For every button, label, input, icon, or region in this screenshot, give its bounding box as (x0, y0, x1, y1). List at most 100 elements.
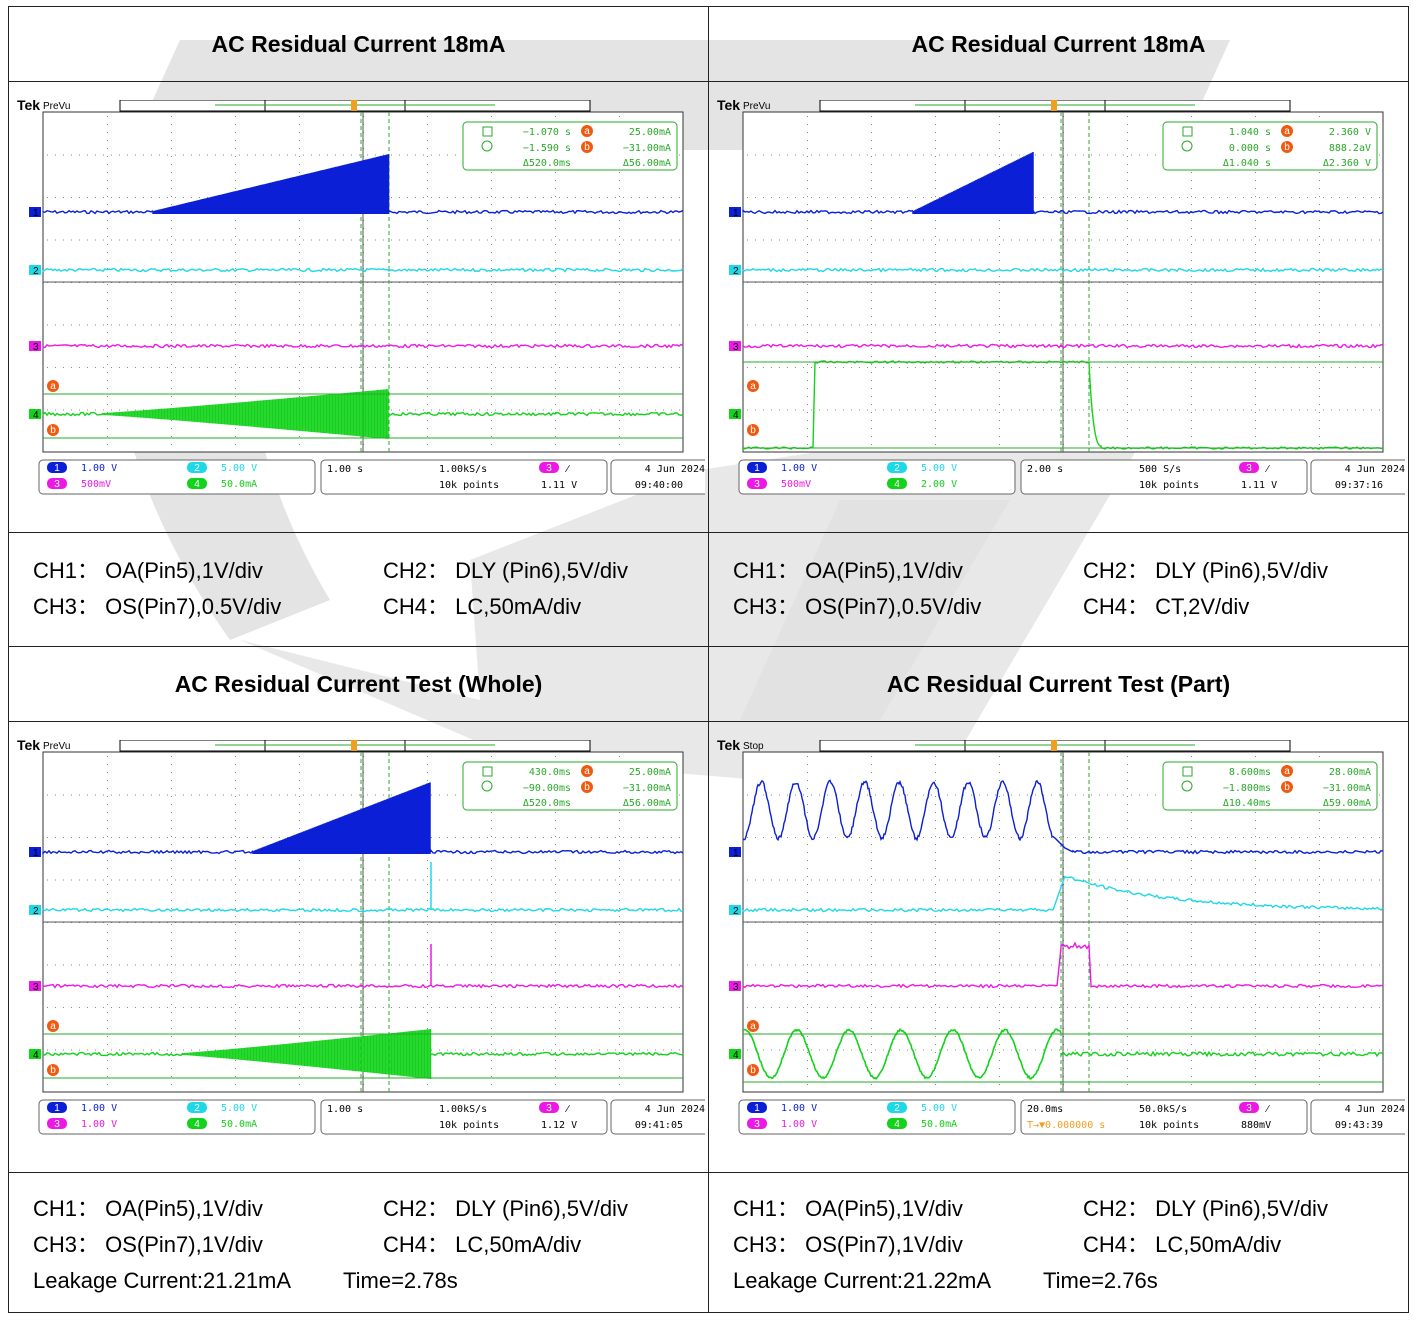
channel-2-marker-label: 2 (733, 266, 739, 277)
channel-scales-box (38, 1099, 316, 1135)
ch2-scale: 5.00 V (221, 463, 257, 474)
trigger-marker (1051, 100, 1057, 111)
cursor-a-time: 430.0ms (529, 767, 571, 778)
scope-brand: Tek (17, 100, 40, 113)
scope-brand: Tek (717, 740, 740, 753)
ch2-scale-badge-label: 2 (194, 1103, 200, 1114)
note-ch3: CH3： OS(Pin7),1V/div (33, 1232, 263, 1257)
ch4-trace (742, 1027, 1062, 1080)
ch2-scale-badge-label: 2 (894, 463, 900, 474)
readout-a-label: a (584, 126, 590, 137)
oscilloscope-screenshot: Tek PreVu 1 2 3 4 a b 1.040 s 0.000 s a b 2.360 V 888… (715, 100, 1405, 500)
cursor-a-badge (47, 380, 59, 392)
ch2-scale-badge (187, 1102, 207, 1113)
ch4-burst (102, 389, 389, 439)
readout-a-label: a (584, 766, 590, 777)
note-ch1: CH1： OA(Pin5),1V/div (733, 558, 963, 583)
readout-b-badge (1281, 141, 1293, 153)
ch2-scale-badge (887, 1102, 907, 1113)
datetime-box (1310, 1099, 1405, 1135)
readout-a-badge (581, 765, 593, 777)
ch2-scale: 5.00 V (221, 1103, 257, 1114)
channel-notes: CH1： OA(Pin5),1V/div CH2： DLY (Pin6),5V/d… (708, 1172, 1409, 1313)
cursor-delta-value: Δ56.00mA (623, 798, 671, 809)
ch4-scale: 2.00 V (921, 479, 957, 490)
figure-table: AC Residual Current 18mA AC Residual Cur… (8, 6, 1409, 1313)
ch1-scale: 1.00 V (781, 463, 817, 474)
timebase: 1.00 s (327, 464, 363, 475)
ch4-scale-badge (187, 478, 207, 489)
acquisition-box (320, 459, 608, 495)
ch1-scale-badge (747, 1102, 767, 1113)
channel-3-marker-label: 3 (733, 982, 739, 993)
channel-2-marker (729, 905, 741, 915)
timebase: 1.00 s (327, 1104, 363, 1115)
channel-2-marker (729, 265, 741, 275)
channel-4-marker (729, 1049, 741, 1059)
ch3-scale: 500mV (781, 479, 811, 490)
traces (742, 779, 1384, 1080)
ch3-scale: 1.00 V (81, 1119, 117, 1130)
cursor-b-badge-label: b (750, 425, 756, 436)
cursor-a-value: 25.00mA (629, 127, 671, 138)
note-ch1: CH1： OA(Pin5),1V/div (33, 1196, 263, 1221)
ch4-scale-badge-label: 4 (194, 1119, 200, 1130)
readout-a-badge (581, 125, 593, 137)
time: 09:43:39 (1335, 1120, 1383, 1131)
cursor-b-badge (47, 1064, 59, 1076)
cursor-square-icon (1182, 126, 1193, 137)
ch1-scale: 1.00 V (81, 1103, 117, 1114)
time: 09:37:16 (1335, 480, 1383, 491)
trigger-source-badge (1239, 462, 1259, 473)
acquisition-box (320, 1099, 608, 1135)
trigger-source-badge (539, 1102, 559, 1113)
ch3-scale-badge (47, 478, 67, 489)
ch4-scale: 50.0mA (921, 1119, 957, 1130)
ch1-trace-tail (388, 209, 684, 215)
datetime-box (610, 459, 705, 495)
ch2-scale: 5.00 V (921, 1103, 957, 1114)
ch1-trace-tail (1032, 208, 1384, 215)
channel-notes: CH1： OA(Pin5),1V/div CH2： DLY (Pin6),5V/d… (708, 532, 1409, 647)
cursor-readout (462, 761, 678, 811)
ch4-burst (182, 1029, 432, 1079)
readout-a-badge (1281, 765, 1293, 777)
ch4-scale-badge (187, 1118, 207, 1129)
cursor-b-time: −1.590 s (523, 143, 571, 154)
readout-a-label: a (1284, 126, 1290, 137)
ch2-scale: 5.00 V (921, 463, 957, 474)
note-ch3: CH3： OS(Pin7),0.5V/div (33, 594, 282, 619)
channel-scales-box (38, 459, 316, 495)
sample-rate: 50.0kS/s (1139, 1104, 1187, 1115)
cursor-b-time: −1.800ms (1223, 783, 1271, 794)
channel-4-marker-label: 4 (733, 410, 739, 421)
channel-2-marker (29, 265, 41, 275)
cursor-delta-time: Δ1.040 s (1223, 158, 1271, 169)
ch4-trace-tail (1060, 1050, 1384, 1058)
scope-brand: Tek (717, 100, 740, 113)
traces (42, 154, 684, 439)
channel-1-marker (29, 207, 41, 217)
channel-scales-box (738, 1099, 1016, 1135)
ch4-scale: 50.0mA (221, 1119, 257, 1130)
oscilloscope-screenshot: Tek Stop 1 2 3 4 a b 8.600ms −1.800ms a b 28.00mA −31… (715, 740, 1405, 1140)
trigger-position: T→▼0.000000 s (1027, 1120, 1105, 1131)
sample-rate: 1.00kS/s (439, 464, 487, 475)
note-ch2: CH2： DLY (Pin6),5V/div (383, 558, 628, 583)
ch3-scale-badge-label: 3 (54, 479, 60, 490)
cursor-delta-value: Δ2.360 V (1323, 158, 1371, 169)
cursor-b-time: −90.00ms (523, 783, 571, 794)
readout-a-label: a (1284, 766, 1290, 777)
ch2-trace (42, 907, 684, 913)
ch1-scale-badge (47, 1102, 67, 1113)
trigger-source-label: 3 (1246, 1103, 1252, 1114)
cursor-b-value: −31.00mA (623, 143, 671, 154)
ch1-trace-tail (430, 848, 684, 855)
panel-title: AC Residual Current Test (Whole) (8, 646, 709, 722)
note-ch1: CH1： OA(Pin5),1V/div (733, 1196, 963, 1221)
ch4-scale-badge (887, 478, 907, 489)
channel-3-marker-label: 3 (33, 342, 39, 353)
cursor-square-icon (482, 766, 493, 777)
channel-3-marker (729, 981, 741, 991)
note-ch3: CH3： OS(Pin7),1V/div (733, 1232, 963, 1257)
